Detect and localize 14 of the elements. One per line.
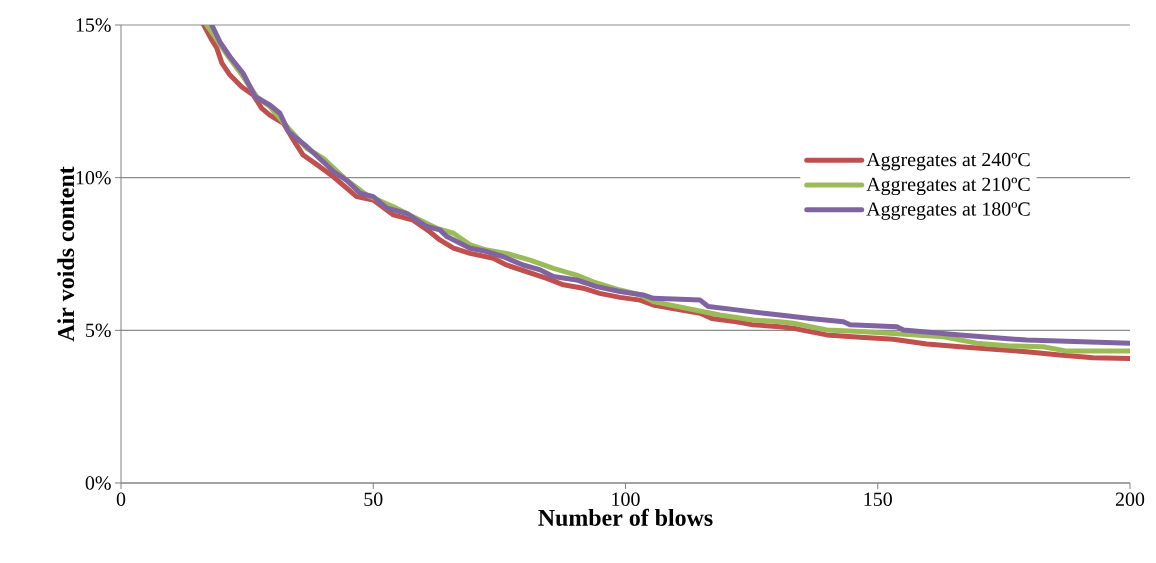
legend-label: Aggregates at 180ºC: [866, 202, 1030, 220]
y-axis-title: Air voids content: [57, 166, 75, 342]
x-axis-title: Number of blows: [538, 508, 713, 526]
x-tick-label: 50: [364, 492, 383, 506]
x-tick-label: 100: [612, 492, 640, 506]
y-tick-label: 5%: [86, 323, 111, 338]
legend-label: Aggregates at 210ºC: [866, 177, 1030, 196]
legend-label: Aggregates at 240ºC: [866, 152, 1030, 171]
y-tick-label: 10%: [76, 170, 111, 185]
x-tick-label: 150: [864, 492, 892, 506]
y-tick-label: 0%: [85, 476, 111, 490]
y-tick-label: 15%: [76, 18, 111, 32]
x-tick-label: 200: [1115, 492, 1145, 506]
x-tick-label: 0: [116, 492, 126, 506]
